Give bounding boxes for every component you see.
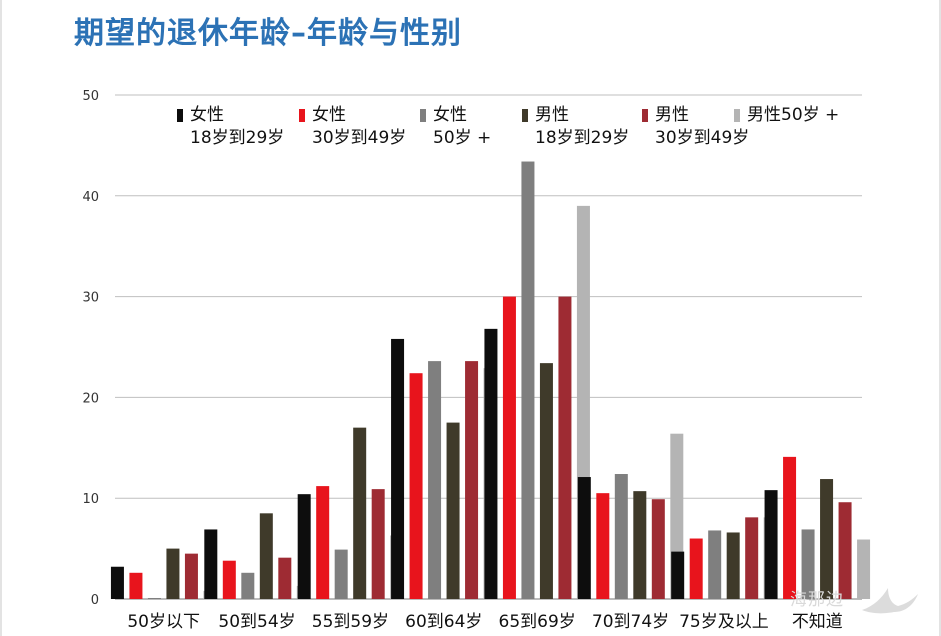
bar xyxy=(278,557,292,599)
bar xyxy=(539,363,553,599)
legend-item: 女性 18岁到29岁 xyxy=(177,104,284,150)
legend-label: 男性 18岁到29岁 xyxy=(535,105,630,148)
bar xyxy=(764,490,778,599)
bar xyxy=(521,161,535,599)
bar xyxy=(297,494,311,599)
bar xyxy=(651,499,665,599)
legend-label: 男性50岁 + xyxy=(747,105,840,125)
x-tick-label: 70到74岁 xyxy=(592,612,669,632)
watermark-text: 海那边 xyxy=(790,590,844,610)
bar xyxy=(409,373,423,599)
x-tick-label: 55到59岁 xyxy=(312,612,389,632)
bar xyxy=(259,513,273,599)
bar xyxy=(577,477,591,599)
x-tick-label: 50岁以下 xyxy=(127,612,200,632)
seagull-logo-icon xyxy=(862,588,918,614)
left-border xyxy=(0,0,2,636)
legend: 女性 18岁到29岁 女性 30岁到49岁 女性 50岁 + 男性 18岁到29岁 男性… xyxy=(177,104,857,154)
legend-swatch xyxy=(642,109,648,122)
bar xyxy=(147,597,161,599)
bar xyxy=(614,474,628,599)
bar xyxy=(783,456,797,599)
bar xyxy=(838,502,852,599)
legend-item: 女性 30岁到49岁 xyxy=(299,104,406,150)
bar xyxy=(353,427,367,599)
bar xyxy=(129,572,143,599)
right-border xyxy=(939,0,941,636)
legend-item: 男性50岁 + xyxy=(734,104,839,127)
legend-label: 女性 50岁 + xyxy=(433,105,492,148)
legend-item: 男性 30岁到49岁 xyxy=(642,104,749,150)
x-tick-label: 50到54岁 xyxy=(218,612,295,632)
x-tick-label: 75岁及以上 xyxy=(679,612,769,632)
bar xyxy=(465,361,479,599)
bar xyxy=(689,538,703,599)
legend-label: 女性 30岁到49岁 xyxy=(312,105,407,148)
y-tick-label: 0 xyxy=(91,593,99,608)
bar xyxy=(857,539,871,599)
legend-label: 女性 18岁到29岁 xyxy=(190,105,285,148)
bar xyxy=(371,489,385,599)
legend-item: 男性 18岁到29岁 xyxy=(522,104,629,150)
legend-swatch xyxy=(299,109,305,122)
bar xyxy=(110,566,124,599)
bar xyxy=(801,529,815,599)
bar xyxy=(820,479,834,599)
y-tick-label: 40 xyxy=(82,190,99,205)
x-tick-label: 65到69岁 xyxy=(499,612,576,632)
bar xyxy=(558,296,572,599)
bar xyxy=(633,491,647,599)
bar xyxy=(222,560,236,599)
chart-title: 期望的退休年龄–年龄与性别 xyxy=(74,16,462,51)
x-tick-label: 60到64岁 xyxy=(405,612,482,632)
legend-item: 女性 50岁 + xyxy=(420,104,491,150)
bar xyxy=(502,296,516,599)
bar xyxy=(316,486,330,599)
bar xyxy=(166,548,180,599)
bar xyxy=(428,361,442,599)
legend-swatch xyxy=(177,109,183,122)
bar xyxy=(671,551,685,599)
bar xyxy=(596,493,610,599)
legend-swatch xyxy=(522,109,528,122)
bar xyxy=(708,530,722,599)
y-tick-label: 10 xyxy=(82,492,99,507)
bar xyxy=(184,553,198,599)
bar xyxy=(745,517,759,599)
legend-swatch xyxy=(734,109,740,122)
bar xyxy=(241,572,255,599)
y-tick-label: 50 xyxy=(82,89,99,104)
y-tick-label: 30 xyxy=(82,291,99,306)
bar xyxy=(484,328,498,599)
y-tick-label: 20 xyxy=(82,391,99,406)
bar xyxy=(334,549,348,599)
bar xyxy=(726,532,740,599)
bar xyxy=(446,422,460,599)
legend-label: 男性 30岁到49岁 xyxy=(655,105,750,148)
legend-swatch xyxy=(420,109,426,122)
bar xyxy=(391,338,405,599)
bar xyxy=(204,529,218,599)
x-tick-label: 不知道 xyxy=(792,612,843,632)
